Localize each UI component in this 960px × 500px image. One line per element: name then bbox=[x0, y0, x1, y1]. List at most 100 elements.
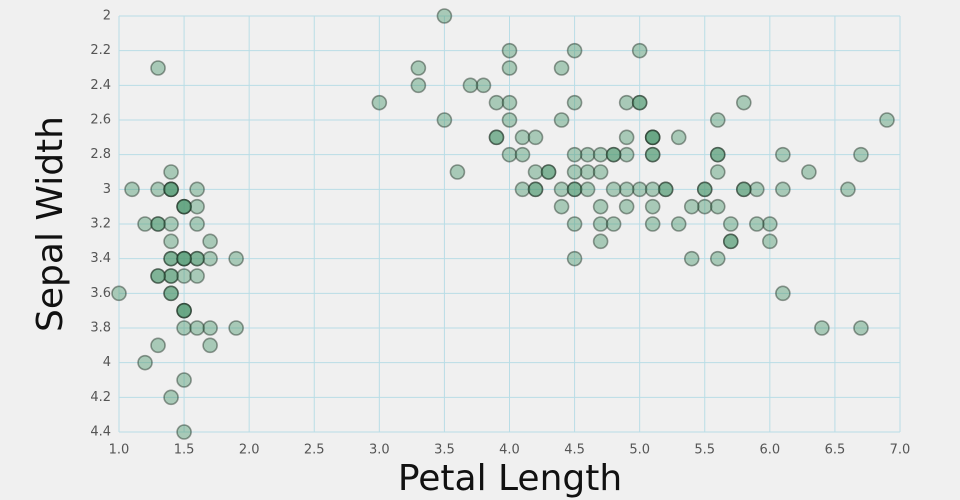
x-tick-label: 3.5 bbox=[434, 443, 455, 458]
point bbox=[566, 94, 583, 111]
point bbox=[696, 198, 713, 215]
point bbox=[475, 77, 492, 94]
point bbox=[228, 320, 244, 336]
y-axis-label: Sepal Width bbox=[30, 116, 71, 332]
point bbox=[840, 181, 856, 198]
point bbox=[566, 42, 583, 59]
point bbox=[644, 198, 661, 215]
point bbox=[137, 354, 153, 371]
point bbox=[631, 94, 648, 111]
x-tick-label: 4.5 bbox=[564, 443, 585, 458]
point bbox=[176, 302, 192, 319]
point bbox=[644, 181, 661, 198]
point bbox=[163, 389, 179, 406]
point bbox=[853, 146, 869, 163]
point bbox=[735, 181, 752, 198]
point bbox=[527, 181, 544, 198]
point bbox=[462, 77, 479, 94]
point bbox=[501, 94, 518, 111]
point bbox=[527, 181, 544, 198]
y-tick-label: 2.4 bbox=[90, 78, 111, 93]
point bbox=[553, 112, 570, 128]
point bbox=[111, 285, 127, 302]
point bbox=[709, 112, 726, 128]
y-tick-label: 2 bbox=[103, 9, 111, 24]
point bbox=[722, 233, 739, 250]
point bbox=[605, 146, 622, 163]
point bbox=[124, 181, 140, 198]
point bbox=[501, 146, 518, 163]
point bbox=[696, 181, 713, 198]
point bbox=[163, 181, 179, 198]
point bbox=[618, 198, 635, 215]
point bbox=[579, 146, 596, 163]
x-tick-label: 7.0 bbox=[890, 443, 911, 458]
point bbox=[202, 320, 218, 336]
point bbox=[644, 146, 661, 163]
point bbox=[566, 216, 583, 232]
point bbox=[709, 146, 726, 163]
point bbox=[775, 146, 791, 163]
point bbox=[176, 424, 192, 440]
point bbox=[540, 164, 557, 180]
point bbox=[189, 216, 205, 232]
point bbox=[592, 216, 609, 232]
point bbox=[579, 181, 596, 198]
x-tick-label: 2.5 bbox=[304, 443, 325, 458]
point bbox=[163, 285, 179, 302]
point bbox=[696, 181, 713, 198]
y-tick-label: 3.6 bbox=[90, 286, 111, 301]
point bbox=[566, 164, 583, 180]
point bbox=[163, 285, 179, 302]
point bbox=[436, 8, 453, 24]
point bbox=[670, 129, 687, 146]
point bbox=[488, 94, 505, 111]
x-tick-label: 1.0 bbox=[109, 443, 130, 458]
point bbox=[150, 216, 166, 232]
point bbox=[449, 164, 466, 180]
point bbox=[150, 268, 166, 284]
point bbox=[605, 181, 622, 198]
y-tick-label: 3 bbox=[103, 182, 111, 197]
y-tick-label: 3.2 bbox=[90, 217, 111, 232]
point bbox=[436, 112, 453, 128]
point bbox=[228, 250, 244, 267]
point bbox=[618, 129, 635, 146]
point bbox=[176, 198, 192, 215]
point bbox=[176, 302, 192, 319]
point bbox=[801, 164, 817, 180]
point bbox=[670, 216, 687, 232]
point bbox=[709, 146, 726, 163]
point bbox=[150, 60, 166, 76]
point bbox=[592, 198, 609, 215]
point bbox=[631, 42, 648, 59]
point bbox=[644, 129, 661, 146]
point bbox=[605, 146, 622, 163]
point bbox=[657, 181, 674, 198]
point bbox=[410, 77, 427, 94]
point bbox=[709, 164, 726, 180]
point bbox=[527, 129, 544, 146]
x-tick-label: 2.0 bbox=[239, 443, 260, 458]
point bbox=[722, 216, 739, 232]
point bbox=[189, 181, 205, 198]
point bbox=[189, 250, 205, 267]
point bbox=[514, 129, 531, 146]
y-tick-label: 3.8 bbox=[90, 321, 111, 336]
point bbox=[150, 216, 166, 232]
point bbox=[631, 181, 648, 198]
point bbox=[540, 164, 557, 180]
point bbox=[176, 372, 192, 388]
x-tick-label: 3.0 bbox=[369, 443, 390, 458]
point bbox=[514, 146, 531, 163]
point bbox=[618, 181, 635, 198]
point bbox=[189, 320, 205, 336]
point bbox=[150, 181, 166, 198]
point bbox=[631, 94, 648, 111]
point bbox=[501, 60, 518, 76]
point bbox=[176, 250, 192, 267]
point bbox=[579, 164, 596, 180]
point bbox=[163, 216, 179, 232]
point bbox=[176, 302, 192, 319]
point bbox=[189, 268, 205, 284]
